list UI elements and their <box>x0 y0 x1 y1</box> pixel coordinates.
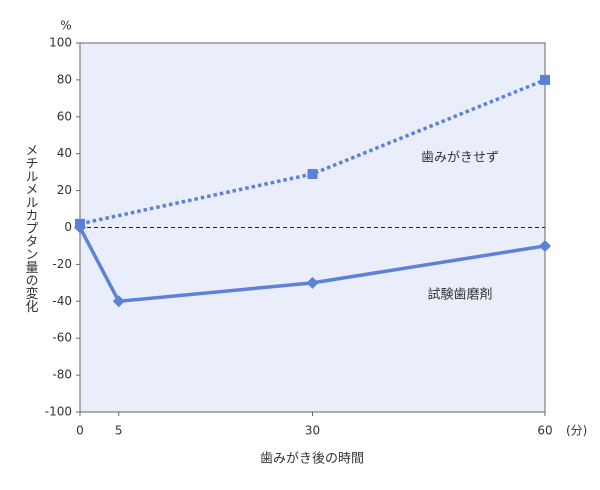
x-tick-label: 60 <box>537 424 552 438</box>
series-line <box>78 226 546 304</box>
y-axis-title: メチルメルカプタン量の変化 <box>23 144 39 314</box>
y-tick-label: 40 <box>57 146 72 160</box>
marker <box>112 295 125 308</box>
series-label: 歯みがきせず <box>421 151 499 166</box>
x-tick-label: 0 <box>76 424 84 438</box>
y-tick-label: -60 <box>52 331 72 345</box>
x-tick-label: 30 <box>305 424 320 438</box>
x-unit: (分) <box>566 424 587 438</box>
y-tick-label: -20 <box>52 257 72 271</box>
marker <box>307 168 318 179</box>
y-unit: % <box>60 19 71 33</box>
y-tick-label: -80 <box>52 368 72 382</box>
y-tick-label: 60 <box>57 109 72 123</box>
series-line <box>79 78 546 226</box>
y-tick-label: 100 <box>49 36 72 50</box>
series-label: 試験歯磨剤 <box>427 287 492 303</box>
y-tick-label: -40 <box>52 294 72 308</box>
marker <box>539 239 551 252</box>
marker <box>74 221 86 234</box>
x-tick-label: 5 <box>115 424 123 438</box>
y-tick-label: 0 <box>64 220 72 234</box>
y-tick-label: 20 <box>57 183 72 197</box>
y-tick-label: 80 <box>57 72 72 86</box>
marker <box>306 276 319 289</box>
x-axis-title: 歯みがき後の時間 <box>260 452 364 467</box>
marker <box>540 74 550 85</box>
y-tick-label: -100 <box>45 405 72 419</box>
